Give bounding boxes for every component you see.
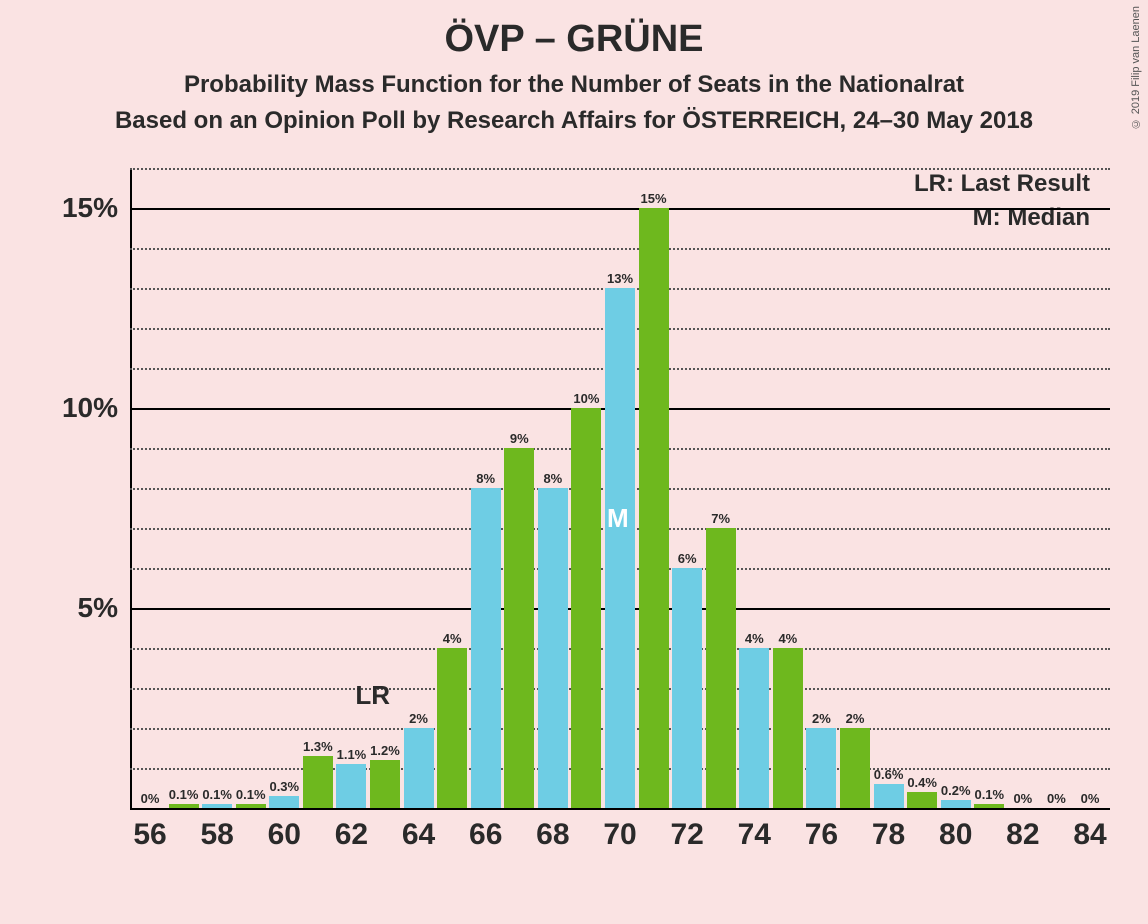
- bar: 13%: [605, 288, 635, 808]
- bar-value-label: 13%: [607, 271, 633, 286]
- bar: 4%: [773, 648, 803, 808]
- x-tick-label: 60: [268, 818, 301, 852]
- bar-value-label: 0.3%: [269, 779, 299, 794]
- chart-title: ÖVP – GRÜNE: [0, 18, 1148, 61]
- x-tick-label: 70: [603, 818, 636, 852]
- bar: 4%: [739, 648, 769, 808]
- bar-value-label: 9%: [510, 431, 529, 446]
- x-tick-label: 58: [200, 818, 233, 852]
- bar-value-label: 1.1%: [337, 747, 367, 762]
- bar-value-label: 8%: [543, 471, 562, 486]
- x-tick-label: 82: [1006, 818, 1039, 852]
- title-block: ÖVP – GRÜNE Probability Mass Function fo…: [0, 0, 1148, 135]
- chart-plot-area: LR: Last Result M: Median 0%0.1%0.1%0.1%…: [130, 168, 1110, 828]
- bar: 6%: [672, 568, 702, 808]
- bar: 8%: [471, 488, 501, 808]
- y-tick-label: 5%: [38, 592, 118, 624]
- bar-value-label: 2%: [409, 711, 428, 726]
- bar-value-label: 0.1%: [169, 787, 199, 802]
- bar: 0.2%: [941, 800, 971, 808]
- x-tick-label: 56: [133, 818, 166, 852]
- bar: 8%: [538, 488, 568, 808]
- chart-subtitle-1: Probability Mass Function for the Number…: [0, 71, 1148, 99]
- x-tick-label: 66: [469, 818, 502, 852]
- bar: 0.6%: [874, 784, 904, 808]
- bars-container: 0%0.1%0.1%0.1%0.3%1.3%1.1%1.2%2%4%8%9%8%…: [130, 168, 1110, 808]
- x-tick-label: 76: [805, 818, 838, 852]
- x-tick-label: 78: [872, 818, 905, 852]
- bar-value-label: 4%: [443, 631, 462, 646]
- chart-subtitle-2: Based on an Opinion Poll by Research Aff…: [0, 107, 1148, 135]
- bar: 0.1%: [236, 804, 266, 808]
- bar-value-label: 8%: [476, 471, 495, 486]
- bar-value-label: 4%: [778, 631, 797, 646]
- bar: 0.4%: [907, 792, 937, 808]
- y-tick-label: 15%: [38, 192, 118, 224]
- bar-value-label: 2%: [846, 711, 865, 726]
- bar: 2%: [404, 728, 434, 808]
- x-tick-label: 62: [335, 818, 368, 852]
- bar-value-label: 0%: [1013, 791, 1032, 806]
- x-tick-label: 64: [402, 818, 435, 852]
- bar: 0.1%: [974, 804, 1004, 808]
- bar: 0.1%: [202, 804, 232, 808]
- y-tick-label: 10%: [38, 392, 118, 424]
- bar: 1.3%: [303, 756, 333, 808]
- bar-value-label: 7%: [711, 511, 730, 526]
- bar-value-label: 10%: [573, 391, 599, 406]
- bar-value-label: 0.1%: [236, 787, 266, 802]
- bar: 10%: [571, 408, 601, 808]
- x-tick-label: 72: [670, 818, 703, 852]
- bar-value-label: 0%: [1047, 791, 1066, 806]
- bar-value-label: 15%: [641, 191, 667, 206]
- bar: 7%: [706, 528, 736, 808]
- bar-value-label: 1.3%: [303, 739, 333, 754]
- bar: 2%: [840, 728, 870, 808]
- x-tick-label: 68: [536, 818, 569, 852]
- bar-value-label: 6%: [678, 551, 697, 566]
- x-axis: [130, 808, 1110, 810]
- annotation-lr: LR: [355, 680, 390, 711]
- annotation-m: M: [607, 503, 629, 534]
- bar-value-label: 0.4%: [907, 775, 937, 790]
- bar-value-label: 0.1%: [974, 787, 1004, 802]
- bar: 9%: [504, 448, 534, 808]
- bar-value-label: 0.6%: [874, 767, 904, 782]
- bar: 1.1%: [336, 764, 366, 808]
- bar-value-label: 4%: [745, 631, 764, 646]
- bar-value-label: 0%: [141, 791, 160, 806]
- bar: 1.2%: [370, 760, 400, 808]
- bar-value-label: 0.2%: [941, 783, 971, 798]
- bar-value-label: 2%: [812, 711, 831, 726]
- bar: 2%: [806, 728, 836, 808]
- x-tick-label: 80: [939, 818, 972, 852]
- copyright-text: © 2019 Filip van Laenen: [1130, 6, 1142, 129]
- x-tick-label: 84: [1073, 818, 1106, 852]
- bar-value-label: 0.1%: [202, 787, 232, 802]
- x-tick-label: 74: [738, 818, 771, 852]
- bar-value-label: 0%: [1081, 791, 1100, 806]
- bar: 4%: [437, 648, 467, 808]
- bar: 0.3%: [269, 796, 299, 808]
- bar: 0.1%: [169, 804, 199, 808]
- bar-value-label: 1.2%: [370, 743, 400, 758]
- bar: 15%: [639, 208, 669, 808]
